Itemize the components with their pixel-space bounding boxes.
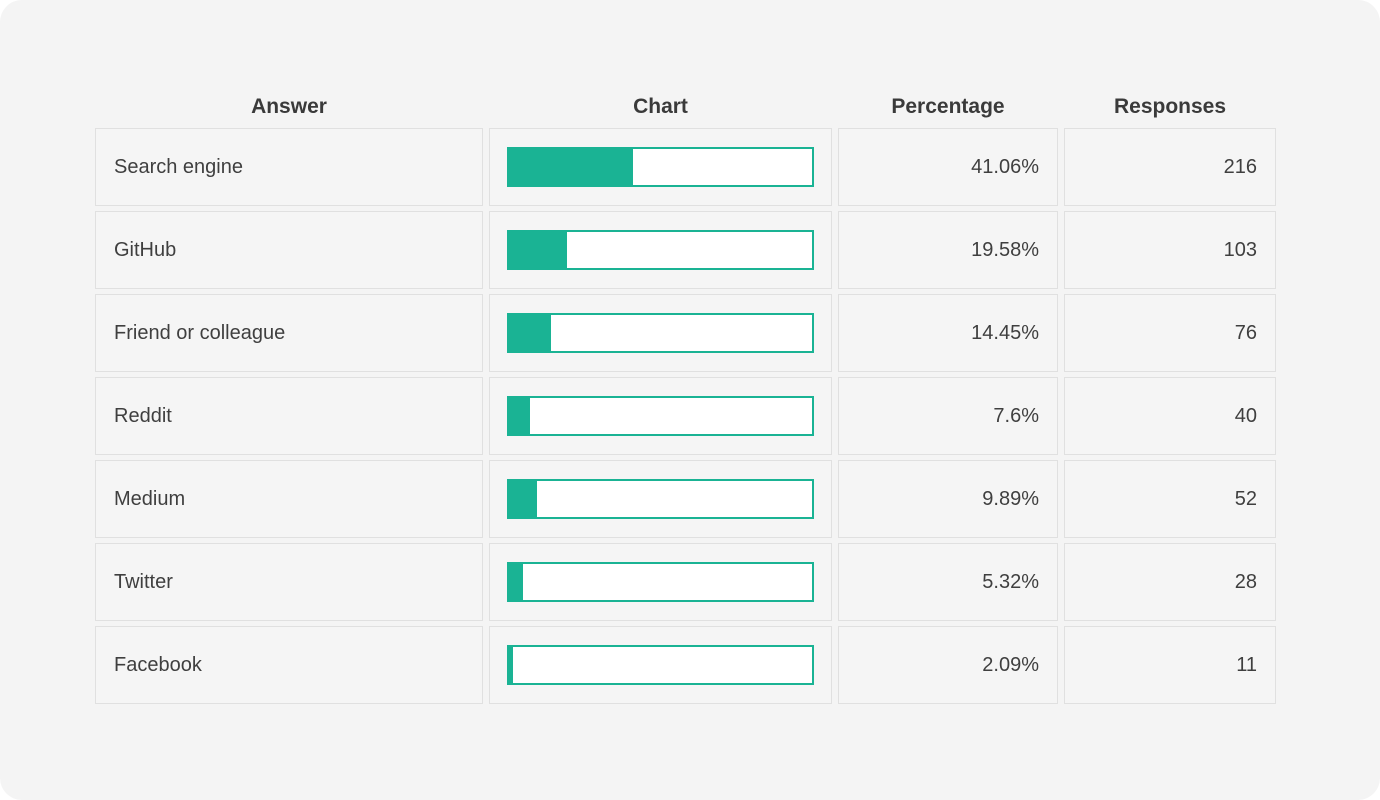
header-answer: Answer <box>251 94 327 118</box>
chart-cell <box>489 211 832 289</box>
percentage-bar <box>507 313 814 353</box>
percentage-cell: 5.32% <box>838 543 1058 621</box>
percentage-bar-fill <box>507 562 524 602</box>
percentage-bar-fill <box>507 230 568 270</box>
responses-cell: 40 <box>1064 377 1276 455</box>
percentage-bar <box>507 562 814 602</box>
answer-cell: Twitter <box>95 543 483 621</box>
percentage-bar-fill <box>507 645 514 685</box>
percentage-bar-fill <box>507 147 634 187</box>
percentage-cell: 19.58% <box>838 211 1058 289</box>
responses-cell: 216 <box>1064 128 1276 206</box>
responses-cell: 11 <box>1064 626 1276 704</box>
percentage-cell: 7.6% <box>838 377 1058 455</box>
percentage-bar <box>507 479 814 519</box>
header-percentage: Percentage <box>891 94 1005 118</box>
chart-cell <box>489 460 832 538</box>
chart-cell <box>489 128 832 206</box>
percentage-bar <box>507 396 814 436</box>
answer-cell: Facebook <box>95 626 483 704</box>
responses-cell: 28 <box>1064 543 1276 621</box>
chart-cell <box>489 626 832 704</box>
percentage-bar-fill <box>507 313 552 353</box>
answer-cell: Friend or colleague <box>95 294 483 372</box>
survey-results-table: Answer Chart Percentage Responses Search… <box>95 90 1276 704</box>
responses-cell: 103 <box>1064 211 1276 289</box>
answer-cell: Reddit <box>95 377 483 455</box>
percentage-bar-fill <box>507 479 538 519</box>
responses-cell: 52 <box>1064 460 1276 538</box>
answer-cell: Medium <box>95 460 483 538</box>
header-chart: Chart <box>633 94 688 118</box>
answer-cell: Search engine <box>95 128 483 206</box>
percentage-bar <box>507 645 814 685</box>
responses-cell: 76 <box>1064 294 1276 372</box>
percentage-cell: 14.45% <box>838 294 1058 372</box>
percentage-cell: 9.89% <box>838 460 1058 538</box>
percentage-bar-fill <box>507 396 531 436</box>
chart-cell <box>489 377 832 455</box>
percentage-bar <box>507 230 814 270</box>
header-responses: Responses <box>1113 94 1227 118</box>
percentage-cell: 2.09% <box>838 626 1058 704</box>
chart-cell <box>489 294 832 372</box>
percentage-cell: 41.06% <box>838 128 1058 206</box>
answer-cell: GitHub <box>95 211 483 289</box>
percentage-bar <box>507 147 814 187</box>
chart-cell <box>489 543 832 621</box>
